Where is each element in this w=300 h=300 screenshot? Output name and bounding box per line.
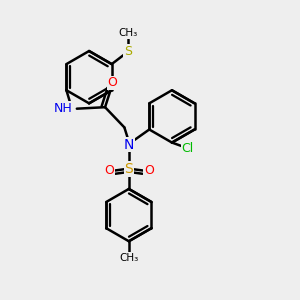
Text: S: S	[124, 162, 133, 176]
Text: CH₃: CH₃	[119, 253, 139, 262]
Text: N: N	[124, 138, 134, 152]
Text: NH: NH	[54, 102, 73, 115]
Text: O: O	[108, 76, 117, 89]
Text: S: S	[124, 45, 132, 58]
Text: CH₃: CH₃	[118, 28, 138, 38]
Text: Cl: Cl	[181, 142, 194, 155]
Text: O: O	[144, 164, 154, 177]
Text: O: O	[104, 164, 114, 177]
